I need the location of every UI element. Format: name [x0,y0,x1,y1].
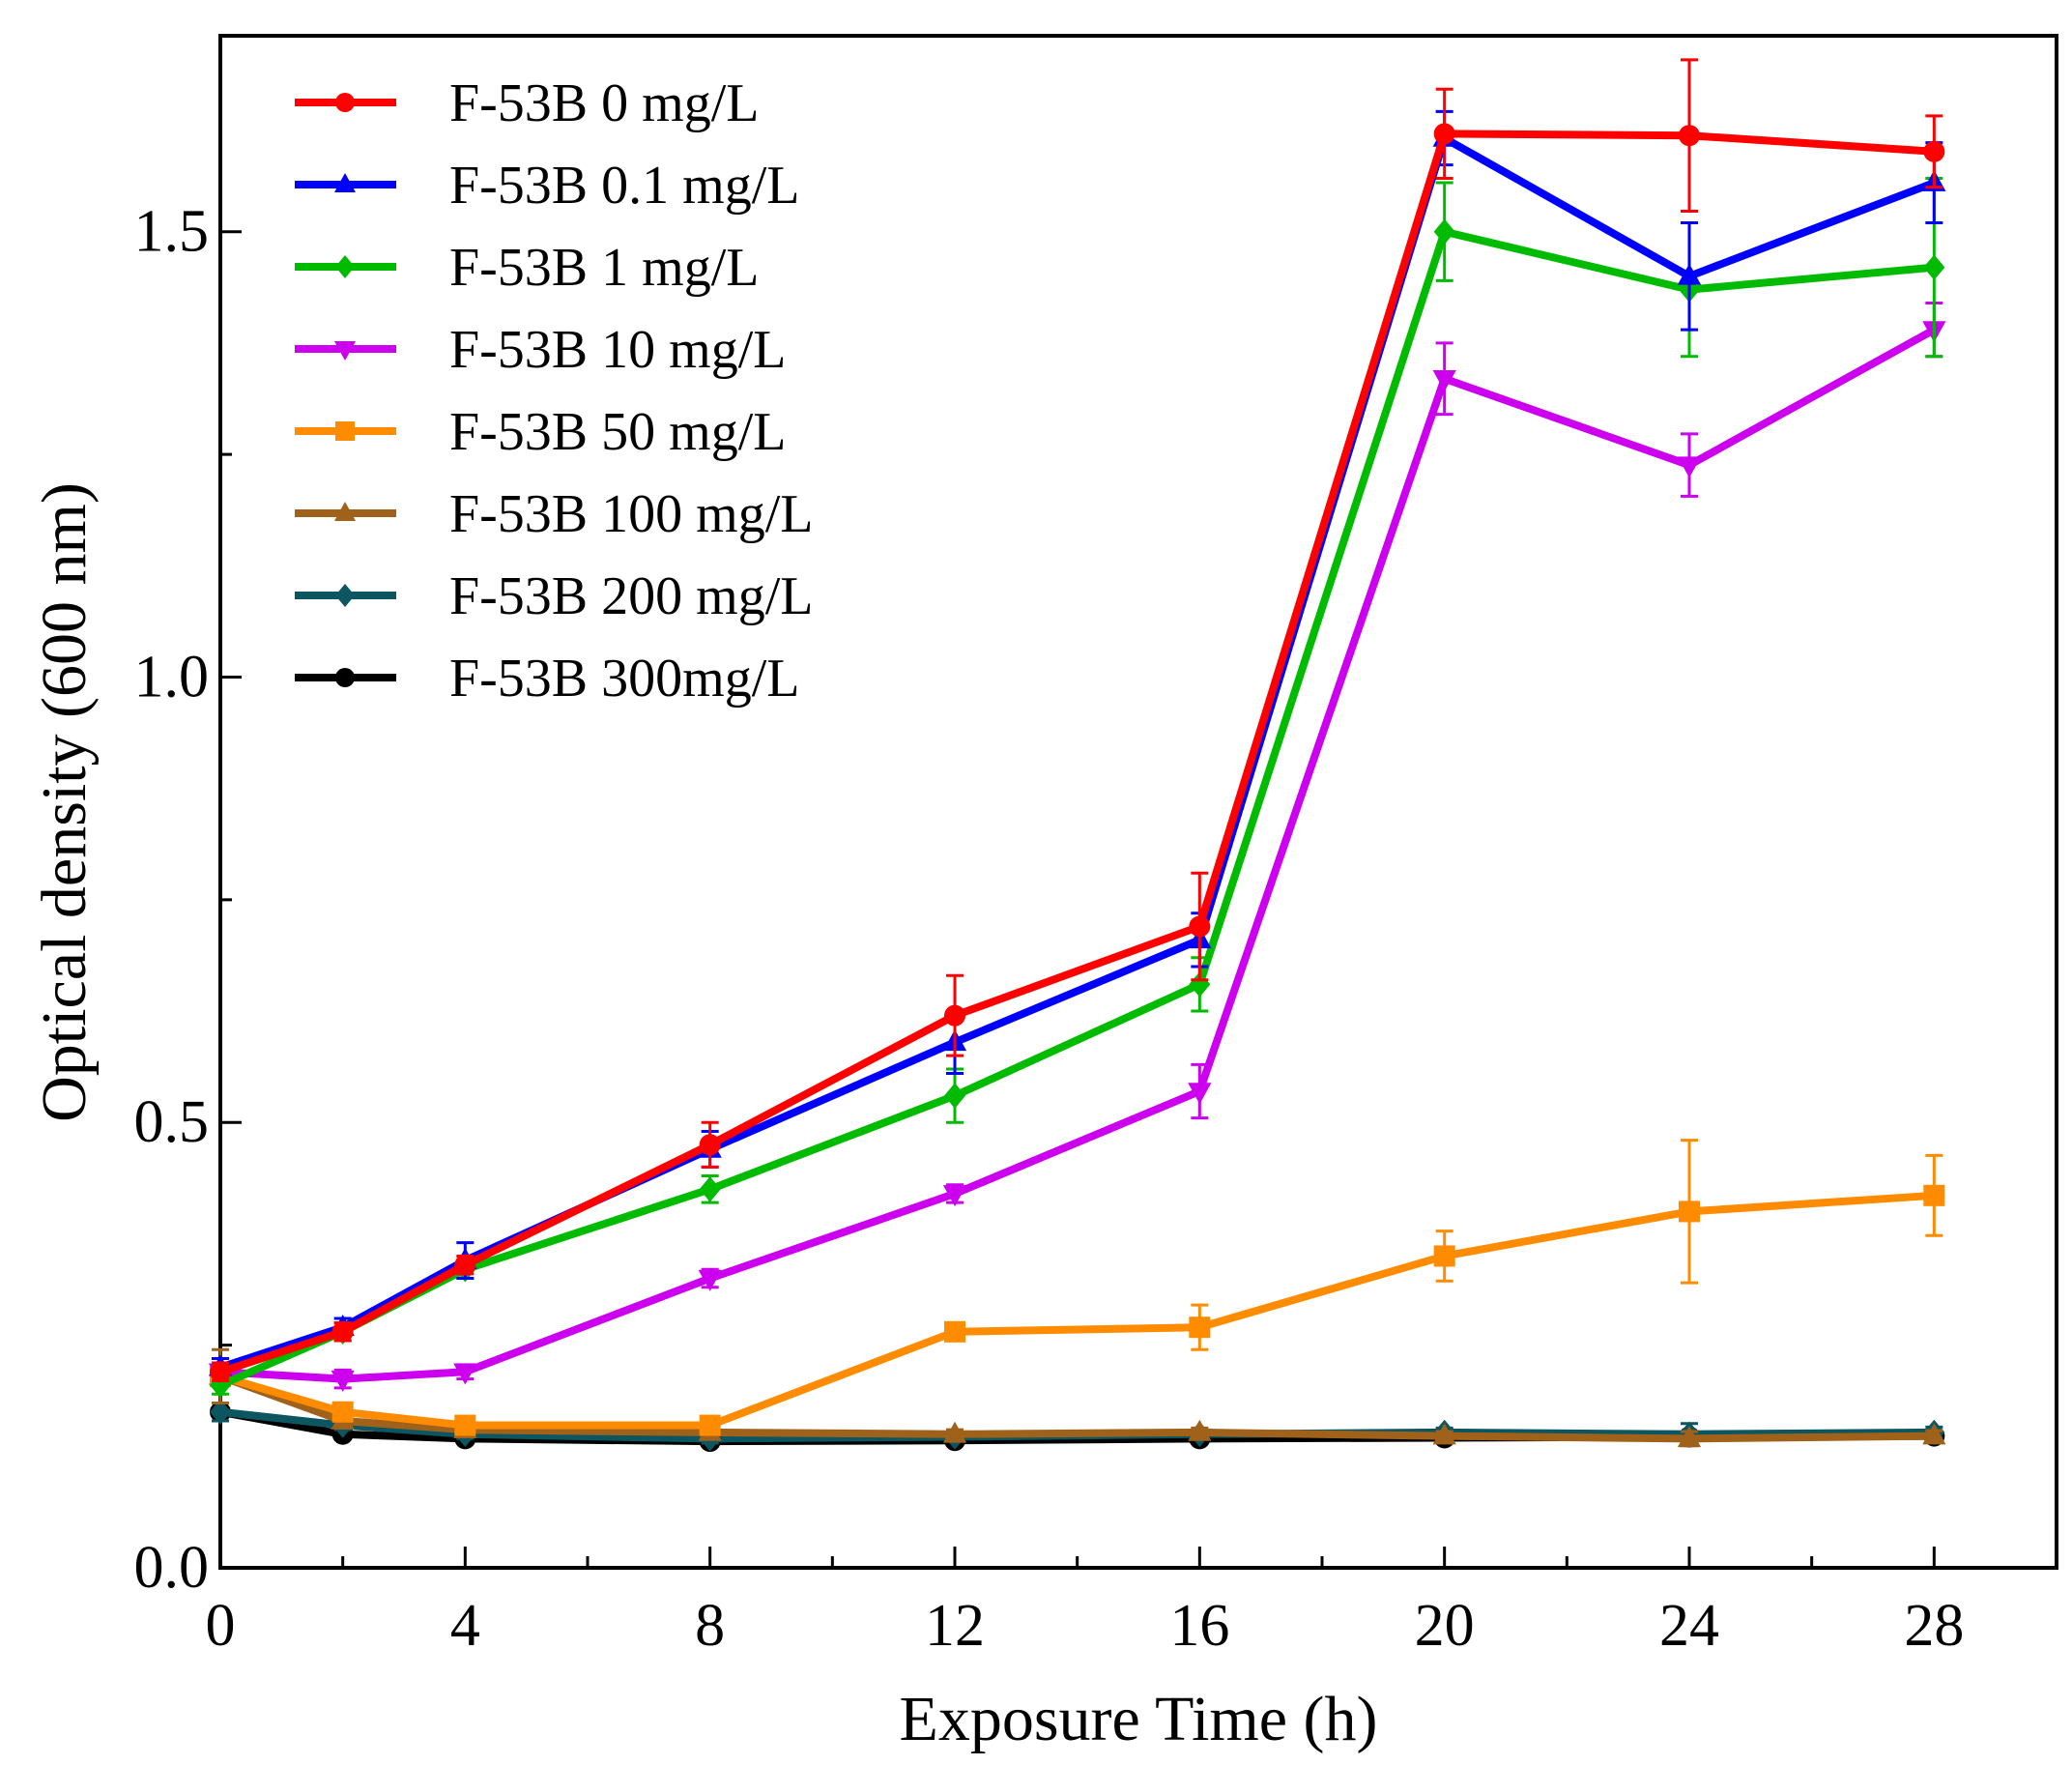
data-point [1923,254,1945,280]
data-point [454,1414,476,1436]
legend-item: F-53B 0.1 mg/L [295,156,799,216]
legend-marker [334,341,356,361]
legend-item: F-53B 1 mg/L [295,238,759,298]
x-axis: 0 4 8 12 16 20 24 28 [206,1547,2058,1659]
legend-label: F-53B 50 mg/L [449,402,786,462]
data-point [210,1361,231,1383]
data-point [331,1401,354,1423]
data-point [944,1320,965,1343]
data-point [944,1083,965,1109]
legend-marker [334,502,356,521]
legend-label: F-53B 1 mg/L [449,238,759,298]
data-point [944,1004,965,1027]
legend-item: F-53B 10 mg/L [295,320,786,380]
data-point [1433,123,1455,145]
x-axis-title: Exposure Time (h) [900,1684,1378,1754]
data-point [942,1185,967,1207]
legend-marker [334,173,356,192]
data-point [1432,1423,1456,1445]
x-tick-label: 8 [695,1593,725,1659]
data-point [331,1370,355,1392]
series-layer [208,58,1946,1453]
data-point [1432,369,1456,391]
legend-item: F-53B 0 mg/L [295,73,759,133]
x-tick-label: 16 [1169,1593,1229,1659]
y-axis: 0.0 0.5 1.0 1.5 [134,199,242,1601]
data-point [1923,140,1945,162]
legend-label: F-53B 200 mg/L [449,566,813,626]
legend-label: F-53B 100 mg/L [449,484,813,544]
legend-marker [335,421,355,441]
data-point [1677,456,1702,478]
legend-item: F-53B 300mg/L [295,649,799,709]
data-point [1433,1245,1455,1267]
y-tick-label: 1.5 [134,199,210,265]
series-5 [210,1139,1945,1436]
data-point [1923,1184,1945,1206]
data-point [1188,1419,1212,1441]
data-point [699,1176,721,1202]
data-point [698,1269,722,1291]
data-point [1677,1426,1702,1448]
data-point [1922,1423,1946,1445]
legend-marker [335,668,355,687]
x-tick-label: 4 [450,1593,480,1659]
legend-marker [335,93,355,112]
data-point [453,1363,477,1385]
plot-area-frame [218,34,2058,1570]
data-point [1679,1201,1700,1223]
x-tick-label: 12 [925,1593,985,1659]
data-point [1188,1083,1212,1105]
series-2 [208,109,1946,1378]
x-tick-label: 24 [1659,1593,1719,1659]
legend-label: F-53B 10 mg/L [449,320,786,380]
x-tick-label: 0 [206,1593,236,1659]
legend-label: F-53B 0.1 mg/L [449,156,799,216]
legend: F-53B 0 mg/L F-53B 0.1 mg/L F-53B 1 mg/L F-… [295,73,813,709]
y-tick-label: 1.0 [134,644,210,709]
x-tick-label: 28 [1904,1593,1964,1659]
series-4 [208,301,1946,1392]
series-1 [210,58,1945,1383]
data-point [1679,125,1700,147]
data-point [331,1320,354,1343]
data-point [942,1421,967,1443]
data-point [1189,1317,1211,1339]
legend-item: F-53B 100 mg/L [295,484,813,544]
legend-item: F-53B 200 mg/L [295,566,813,626]
legend-marker [335,584,355,607]
data-point [1189,971,1211,998]
legend-item: F-53B 50 mg/L [295,402,786,462]
y-tick-label: 0.0 [134,1535,210,1601]
legend-marker [335,255,355,278]
data-point [454,1254,476,1276]
y-tick-label: 0.5 [134,1089,210,1155]
legend-label: F-53B 0 mg/L [449,73,759,133]
legend-label: F-53B 300mg/L [449,649,799,709]
data-point [1433,218,1455,245]
series-line [218,1373,1935,1443]
data-point [210,1399,231,1425]
x-tick-label: 20 [1415,1593,1475,1659]
data-point [699,1134,721,1156]
series-line [218,1191,1935,1430]
data-point [699,1414,721,1436]
data-point [1677,263,1702,285]
y-axis-title: Optical density (600 nm) [29,482,100,1122]
data-point [1189,915,1211,938]
